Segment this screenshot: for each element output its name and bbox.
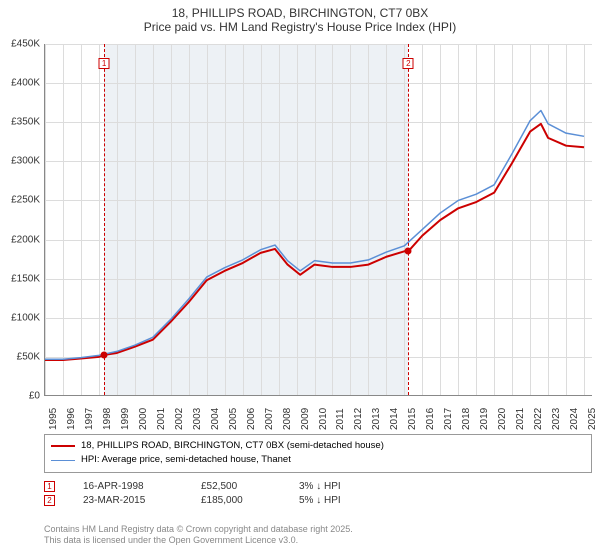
marker-pct: 5% ↓ HPI (299, 495, 389, 506)
y-tick-label: £300K (0, 156, 40, 167)
y-tick-label: £250K (0, 195, 40, 206)
chart-container: 18, PHILLIPS ROAD, BIRCHINGTON, CT7 0BX … (0, 0, 600, 560)
y-tick-label: £50K (0, 351, 40, 362)
x-tick-label: 2011 (335, 408, 346, 430)
y-tick-label: £200K (0, 234, 40, 245)
y-tick-label: £450K (0, 39, 40, 50)
marker-row: 2 23-MAR-2015 £185,000 5% ↓ HPI (44, 495, 389, 506)
y-tick-label: £400K (0, 78, 40, 89)
legend-swatch-2 (51, 460, 75, 461)
sale-dot (101, 351, 108, 358)
x-tick-label: 2009 (300, 408, 311, 430)
x-tick-label: 2023 (551, 408, 562, 430)
y-tick-label: £100K (0, 312, 40, 323)
y-tick-label: £350K (0, 117, 40, 128)
x-tick-label: 2001 (156, 408, 167, 430)
series-line (45, 124, 584, 360)
x-tick-label: 2020 (497, 408, 508, 430)
x-tick-label: 1996 (66, 408, 77, 430)
x-tick-label: 2019 (479, 408, 490, 430)
series-line (45, 110, 584, 359)
marker-row: 1 16-APR-1998 £52,500 3% ↓ HPI (44, 481, 389, 492)
x-tick-label: 2021 (515, 408, 526, 430)
legend-label-1: 18, PHILLIPS ROAD, BIRCHINGTON, CT7 0BX … (81, 439, 384, 453)
legend-label-2: HPI: Average price, semi-detached house,… (81, 453, 291, 467)
x-tick-label: 1999 (120, 408, 131, 430)
marker-pct: 3% ↓ HPI (299, 481, 389, 492)
x-tick-label: 2018 (461, 408, 472, 430)
x-tick-label: 2013 (371, 408, 382, 430)
attribution-line-1: Contains HM Land Registry data © Crown c… (44, 524, 592, 535)
marker-box: 2 (403, 58, 414, 69)
plot-area: 12 (44, 44, 592, 396)
legend-swatch-1 (51, 445, 75, 447)
x-tick-label: 2008 (282, 408, 293, 430)
x-tick-label: 2025 (587, 408, 598, 430)
y-tick-label: £0 (0, 391, 40, 402)
x-tick-label: 2022 (533, 408, 544, 430)
x-tick-label: 2007 (264, 408, 275, 430)
x-tick-label: 2014 (389, 408, 400, 430)
x-tick-label: 1998 (102, 408, 113, 430)
marker-dash (408, 44, 409, 395)
legend-row-2: HPI: Average price, semi-detached house,… (51, 453, 585, 467)
marker-row-box: 2 (44, 495, 55, 506)
marker-price: £185,000 (201, 495, 271, 506)
sale-dot (405, 248, 412, 255)
x-tick-label: 2017 (443, 408, 454, 430)
x-tick-label: 2024 (569, 408, 580, 430)
chart-titles: 18, PHILLIPS ROAD, BIRCHINGTON, CT7 0BX … (0, 0, 600, 34)
x-tick-label: 2006 (246, 408, 257, 430)
x-tick-label: 2015 (407, 408, 418, 430)
marker-box: 1 (99, 58, 110, 69)
x-tick-label: 2010 (318, 408, 329, 430)
marker-date: 16-APR-1998 (83, 481, 173, 492)
marker-date: 23-MAR-2015 (83, 495, 173, 506)
marker-price: £52,500 (201, 481, 271, 492)
x-tick-label: 2016 (425, 408, 436, 430)
markers-table: 1 16-APR-1998 £52,500 3% ↓ HPI 2 23-MAR-2015 £… (44, 478, 389, 509)
marker-dash (104, 44, 105, 395)
marker-row-box: 1 (44, 481, 55, 492)
legend: 18, PHILLIPS ROAD, BIRCHINGTON, CT7 0BX … (44, 434, 592, 473)
x-tick-label: 2012 (353, 408, 364, 430)
x-tick-label: 1997 (84, 408, 95, 430)
line-layer (45, 44, 592, 395)
attribution-line-2: This data is licensed under the Open Gov… (44, 535, 592, 546)
x-tick-label: 1995 (48, 408, 59, 430)
y-tick-label: £150K (0, 273, 40, 284)
x-tick-label: 2000 (138, 408, 149, 430)
x-tick-label: 2004 (210, 408, 221, 430)
x-tick-label: 2003 (192, 408, 203, 430)
legend-row-1: 18, PHILLIPS ROAD, BIRCHINGTON, CT7 0BX … (51, 439, 585, 453)
x-tick-label: 2002 (174, 408, 185, 430)
title-line-1: 18, PHILLIPS ROAD, BIRCHINGTON, CT7 0BX (0, 6, 600, 20)
title-line-2: Price paid vs. HM Land Registry's House … (0, 20, 600, 34)
attribution: Contains HM Land Registry data © Crown c… (44, 524, 592, 547)
x-tick-label: 2005 (228, 408, 239, 430)
